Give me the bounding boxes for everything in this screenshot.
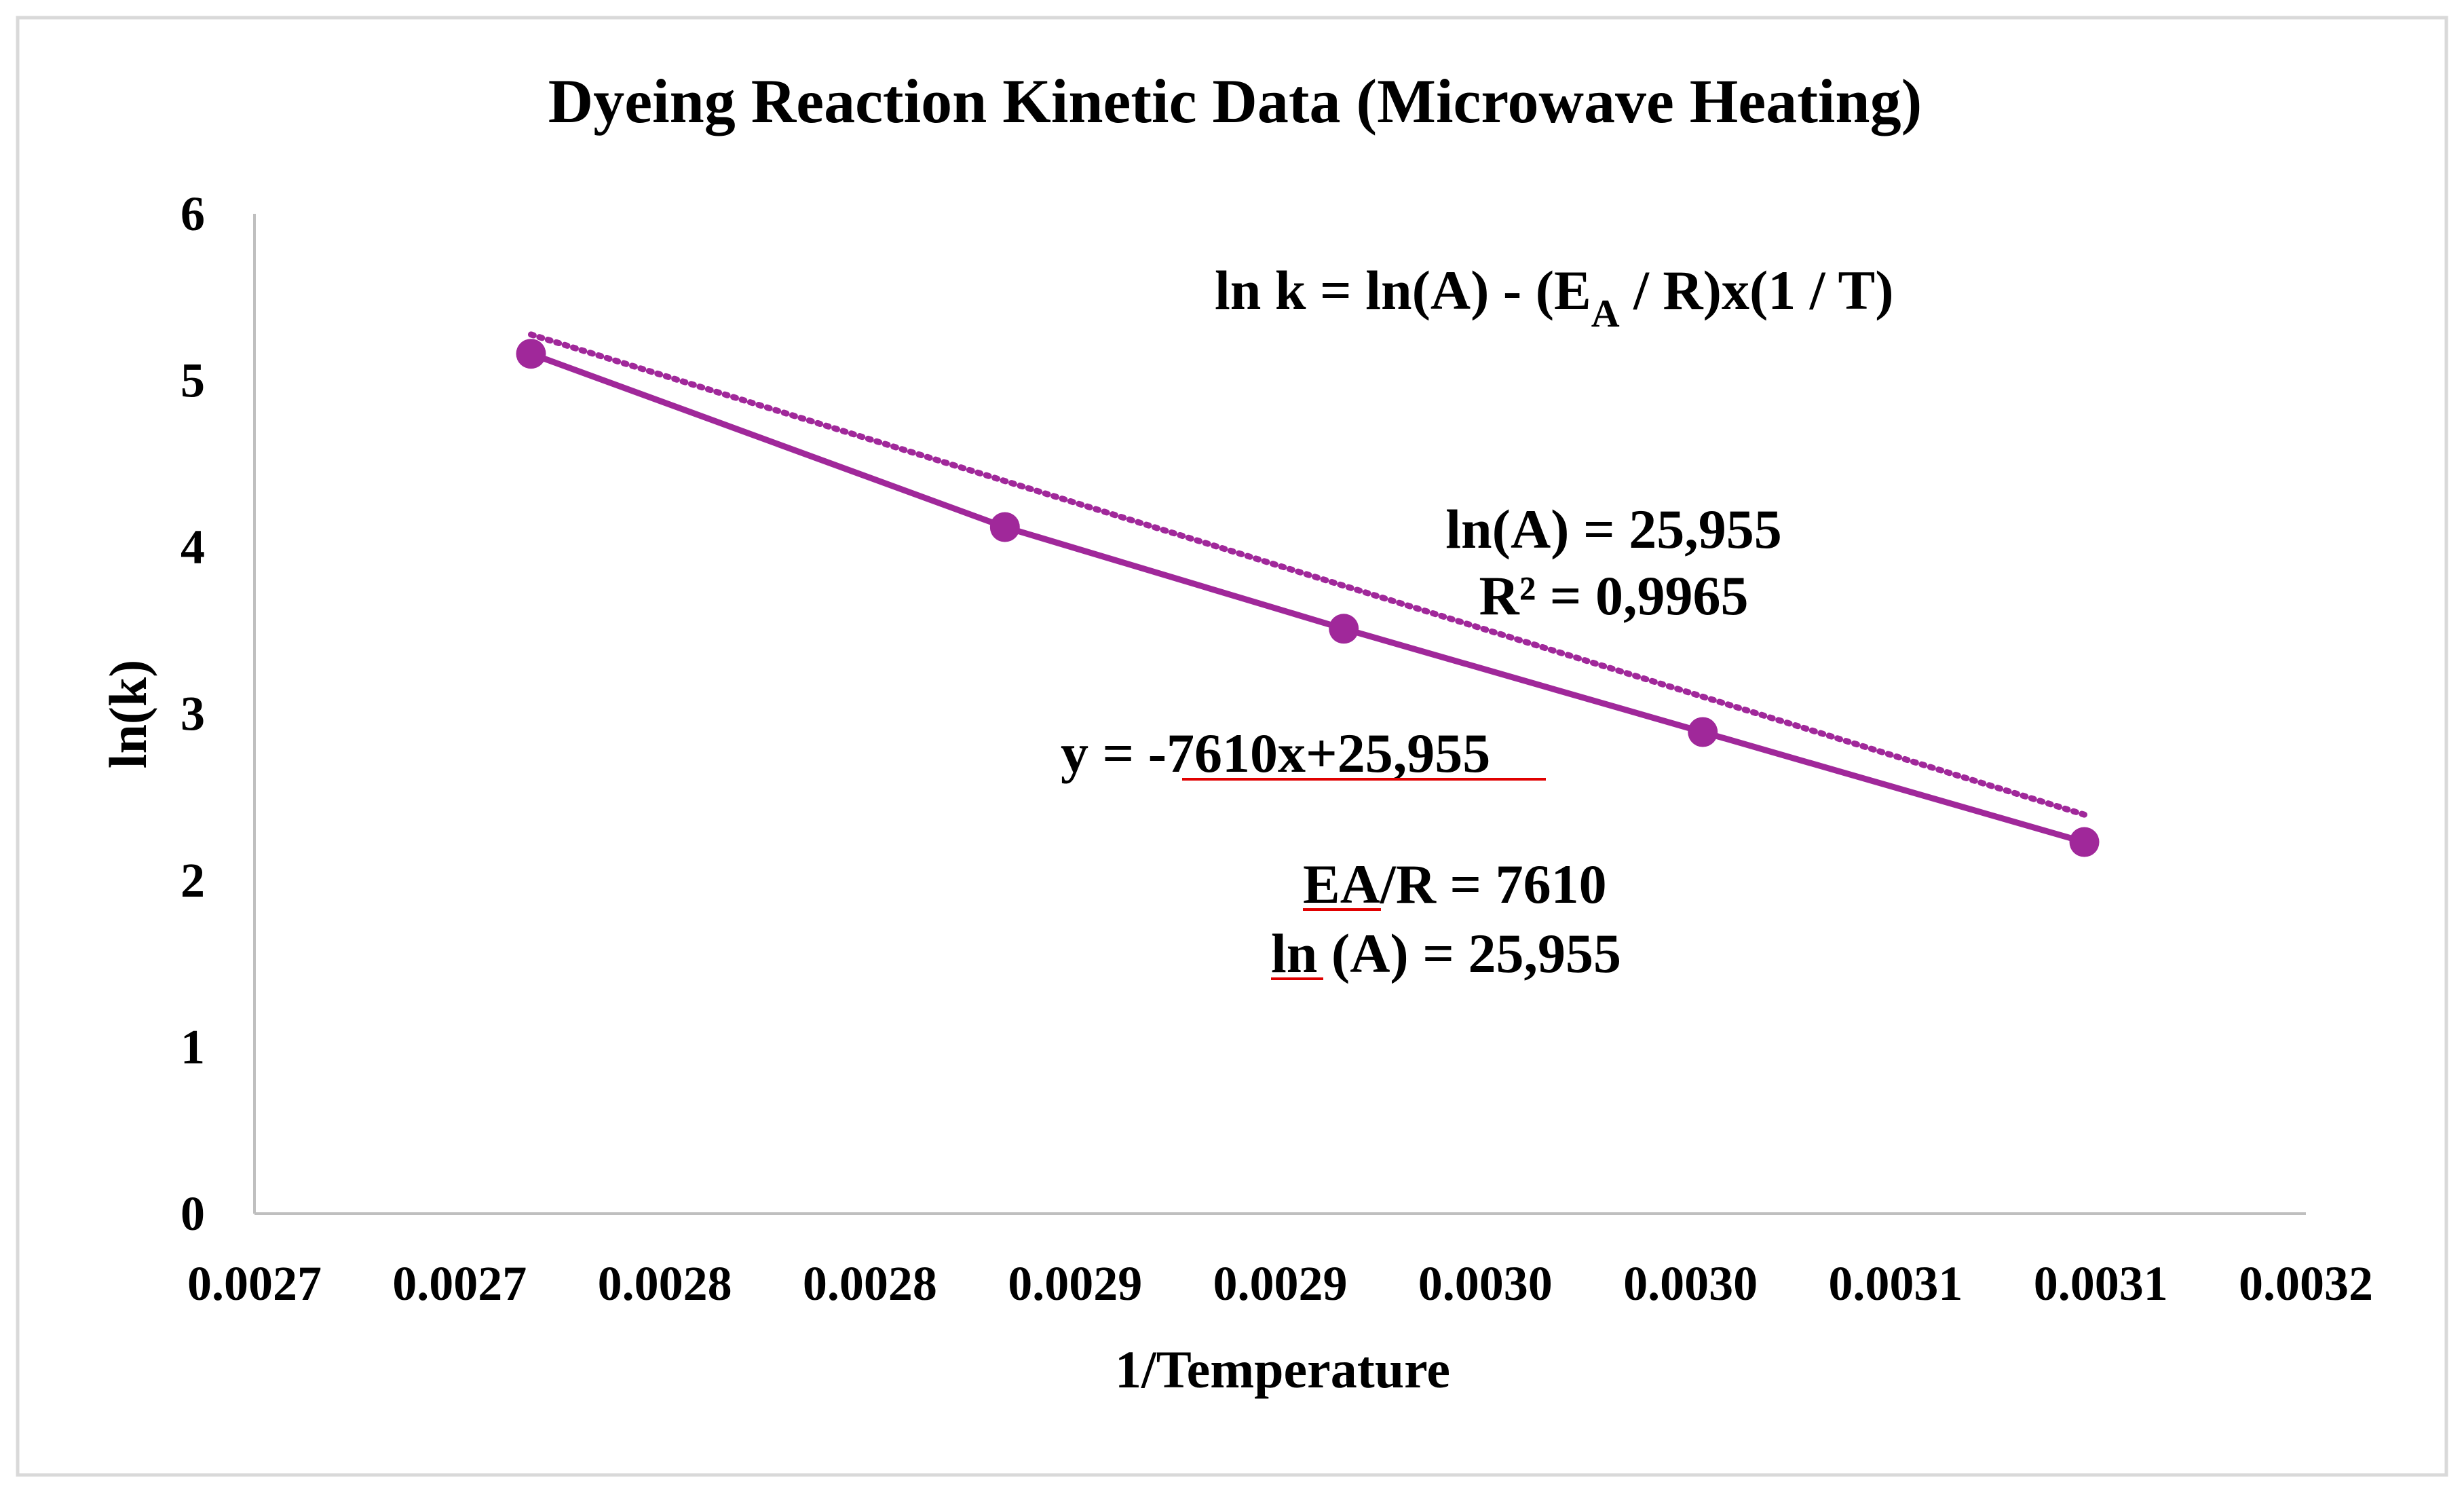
data-point-0 (516, 339, 546, 369)
y-tick-label-3: 3 (181, 687, 205, 741)
y-tick-label-6: 6 (181, 187, 205, 241)
formula-prefix: ln k = ln(A) - (E (1215, 259, 1591, 321)
formula-annotation: ln k = ln(A) - (EA / R)x(1 / T) (1215, 259, 1894, 335)
equation-prefix: y = - (1061, 722, 1167, 784)
x-tick-label-5: 0.0029 (1213, 1256, 1348, 1311)
formula-suffix: / R)x(1 / T) (1620, 259, 1894, 321)
formula-subscript: A (1591, 291, 1620, 335)
ea-r-underlined: EA (1303, 853, 1380, 915)
x-tick-label-0: 0.0027 (187, 1256, 322, 1311)
y-tick-label-4: 4 (181, 520, 205, 574)
x-tick-label-2: 0.0028 (598, 1256, 732, 1311)
x-tick-label-8: 0.0031 (1828, 1256, 1963, 1311)
ln-a-bottom-underlined: ln (1271, 922, 1317, 984)
x-tick-labels: 0.0027 0.0027 0.0028 0.0028 0.0029 0.0029 0.00… (187, 1256, 2373, 1311)
y-tick-label-0: 0 (181, 1186, 205, 1241)
equation-annotation: y = -7610x+25,955 (1061, 722, 1490, 784)
annotations: ln k = ln(A) - (EA / R)x(1 / T) ln(A) = … (1061, 259, 1894, 984)
data-point-4 (2069, 827, 2100, 857)
r-squared-annotation: R² = 0,9965 (1479, 565, 1748, 627)
trendline-group (528, 331, 2088, 818)
y-tick-label-2: 2 (181, 853, 205, 908)
x-axis-label: 1/Temperature (1115, 1340, 1450, 1399)
data-point-2 (1329, 614, 1359, 644)
data-point-1 (989, 512, 1020, 542)
ea-r-annotation: EA/R = 7610 (1303, 853, 1607, 915)
x-tick-label-6: 0.0030 (1418, 1256, 1553, 1311)
x-tick-label-10: 0.0032 (2239, 1256, 2373, 1311)
series-group (516, 339, 2100, 857)
chart-border (16, 16, 2448, 1477)
x-tick-label-4: 0.0029 (1008, 1256, 1142, 1311)
equation-underlined: 7610x+25,955 (1167, 722, 1490, 784)
ln-a-top-annotation: ln(A) = 25,955 (1445, 498, 1781, 560)
x-tick-label-7: 0.0030 (1623, 1256, 1758, 1311)
y-tick-labels: 0 1 2 3 4 5 6 (181, 187, 205, 1241)
y-tick-label-5: 5 (181, 354, 205, 408)
ln-a-bottom-annotation: ln (A) = 25,955 (1271, 922, 1621, 984)
x-tick-label-3: 0.0028 (803, 1256, 937, 1311)
y-tick-label-1: 1 (181, 1020, 205, 1074)
data-point-3 (1688, 717, 1718, 747)
x-tick-label-1: 0.0027 (392, 1256, 527, 1311)
trendline (528, 331, 2088, 818)
y-axis-label: ln(k) (98, 660, 157, 768)
x-tick-label-9: 0.0031 (2034, 1256, 2168, 1311)
axes (253, 214, 2306, 1215)
ea-r-suffix: /R = 7610 (1380, 853, 1607, 915)
ln-a-bottom-suffix: (A) = 25,955 (1317, 922, 1621, 984)
chart-title: Dyeing Reaction Kinetic Data (Microwave … (548, 67, 1922, 136)
